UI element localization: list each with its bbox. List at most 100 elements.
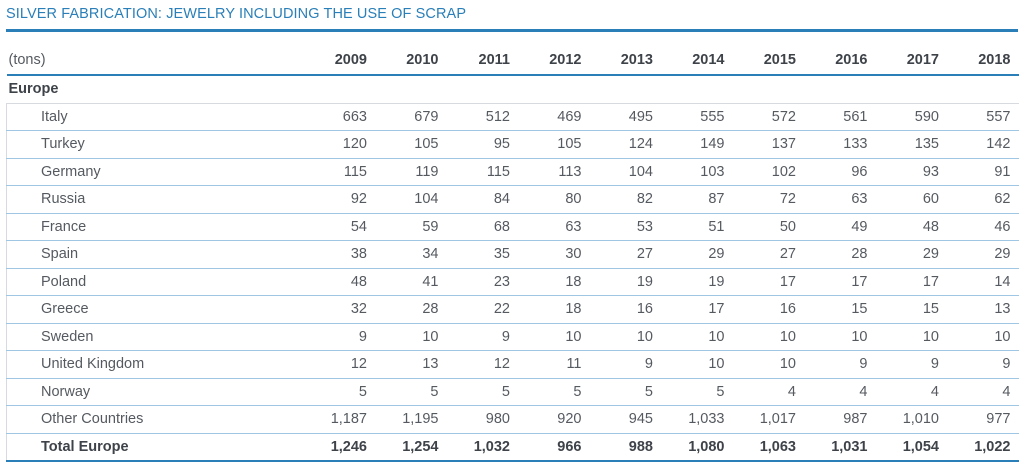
value-cell: 137 xyxy=(732,130,804,159)
year-header: 2011 xyxy=(478,52,510,68)
country-name: United Kingdom xyxy=(6,350,304,379)
year-header: 2010 xyxy=(406,52,439,68)
year-header: 2014 xyxy=(692,52,725,68)
value-cell: 663 xyxy=(303,103,375,131)
value-cell: 13 xyxy=(947,295,1019,324)
table-row: Other Countries 1,187 1,195 980 920 945 1,033 1… xyxy=(6,405,1019,434)
value-cell: 9 xyxy=(446,323,518,351)
group-row: Europe xyxy=(6,75,1019,104)
value-cell: 59 xyxy=(375,213,447,241)
value-cell: 9 xyxy=(947,350,1019,379)
value-cell: 115 xyxy=(446,158,518,186)
report-table-view: SILVER FABRICATION: JEWELRY INCLUDING TH… xyxy=(6,6,1019,462)
header-row: (tons) 2009 2010 2011 2012 2013 2014 201… xyxy=(6,46,1019,75)
value-cell: 920 xyxy=(518,405,590,434)
value-cell: 1,195 xyxy=(375,405,447,434)
country-name: Greece xyxy=(6,295,304,324)
value-cell: 4 xyxy=(875,378,947,406)
table-row: Italy 663 679 512 469 495 555 572 561 590 557 xyxy=(6,103,1019,131)
total-value: 1,031 xyxy=(804,433,876,462)
value-cell: 10 xyxy=(375,323,447,351)
value-cell: 50 xyxy=(732,213,804,241)
value-cell: 17 xyxy=(875,268,947,296)
unit-label: (tons) xyxy=(8,52,46,68)
value-cell: 102 xyxy=(732,158,804,186)
value-cell: 16 xyxy=(732,295,804,324)
value-cell: 22 xyxy=(446,295,518,324)
value-cell: 5 xyxy=(375,378,447,406)
value-cell: 10 xyxy=(875,323,947,351)
country-name: Other Countries xyxy=(6,405,304,434)
value-cell: 48 xyxy=(303,268,375,296)
value-cell: 82 xyxy=(589,185,661,214)
value-cell: 104 xyxy=(375,185,447,214)
value-cell: 84 xyxy=(446,185,518,214)
value-cell: 53 xyxy=(589,213,661,241)
year-header: 2017 xyxy=(906,52,939,68)
value-cell: 555 xyxy=(661,103,733,131)
silver-fabrication-table: (tons) 2009 2010 2011 2012 2013 2014 201… xyxy=(6,46,1019,462)
value-cell: 679 xyxy=(375,103,447,131)
value-cell: 4 xyxy=(804,378,876,406)
value-cell: 96 xyxy=(804,158,876,186)
value-cell: 5 xyxy=(446,378,518,406)
value-cell: 23 xyxy=(446,268,518,296)
value-cell: 19 xyxy=(661,268,733,296)
value-cell: 12 xyxy=(446,350,518,379)
value-cell: 113 xyxy=(518,158,590,186)
value-cell: 5 xyxy=(589,378,661,406)
value-cell: 1,187 xyxy=(303,405,375,434)
value-cell: 10 xyxy=(518,323,590,351)
value-cell: 103 xyxy=(661,158,733,186)
value-cell: 12 xyxy=(303,350,375,379)
total-value: 1,022 xyxy=(947,433,1019,462)
total-value: 1,254 xyxy=(375,433,447,462)
value-cell: 4 xyxy=(732,378,804,406)
value-cell: 87 xyxy=(661,185,733,214)
value-cell: 987 xyxy=(804,405,876,434)
table-title: SILVER FABRICATION: JEWELRY INCLUDING TH… xyxy=(6,6,467,22)
table-row: United Kingdom 12 13 12 11 9 10 10 9 9 9 xyxy=(6,350,1019,379)
value-cell: 5 xyxy=(303,378,375,406)
total-value: 1,246 xyxy=(303,433,375,462)
year-header: 2018 xyxy=(978,52,1011,68)
country-name: Spain xyxy=(6,240,304,269)
value-cell: 572 xyxy=(732,103,804,131)
country-name: Russia xyxy=(6,185,304,214)
country-name: Sweden xyxy=(6,323,304,351)
value-cell: 135 xyxy=(875,130,947,159)
country-name: Turkey xyxy=(6,130,304,159)
value-cell: 4 xyxy=(947,378,1019,406)
value-cell: 38 xyxy=(303,240,375,269)
group-label: Europe xyxy=(6,75,1019,104)
value-cell: 10 xyxy=(589,323,661,351)
value-cell: 80 xyxy=(518,185,590,214)
total-value: 966 xyxy=(518,433,590,462)
value-cell: 590 xyxy=(875,103,947,131)
value-cell: 495 xyxy=(589,103,661,131)
title-underline xyxy=(6,29,1018,32)
country-name: Germany xyxy=(6,158,304,186)
value-cell: 27 xyxy=(732,240,804,269)
year-header: 2012 xyxy=(549,52,582,68)
value-cell: 977 xyxy=(947,405,1019,434)
value-cell: 13 xyxy=(375,350,447,379)
value-cell: 15 xyxy=(804,295,876,324)
value-cell: 1,017 xyxy=(732,405,804,434)
value-cell: 48 xyxy=(875,213,947,241)
value-cell: 149 xyxy=(661,130,733,159)
value-cell: 512 xyxy=(446,103,518,131)
value-cell: 29 xyxy=(661,240,733,269)
value-cell: 16 xyxy=(589,295,661,324)
value-cell: 1,010 xyxy=(875,405,947,434)
value-cell: 91 xyxy=(947,158,1019,186)
country-name: Norway xyxy=(6,378,304,406)
value-cell: 105 xyxy=(518,130,590,159)
value-cell: 5 xyxy=(518,378,590,406)
value-cell: 120 xyxy=(303,130,375,159)
country-name: France xyxy=(6,213,304,241)
value-cell: 28 xyxy=(375,295,447,324)
value-cell: 980 xyxy=(446,405,518,434)
value-cell: 18 xyxy=(518,295,590,324)
table-row: Poland 48 41 23 18 19 19 17 17 17 14 xyxy=(6,268,1019,296)
